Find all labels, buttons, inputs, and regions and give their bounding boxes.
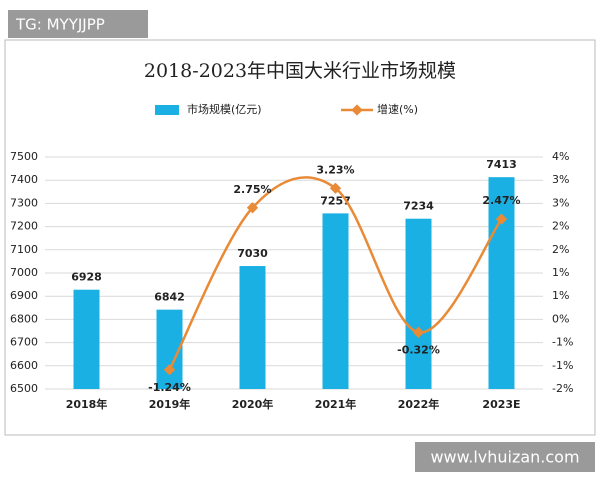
y-tick-label: 6700: [10, 336, 38, 349]
line-value-label: -0.32%: [397, 343, 440, 356]
bar-value-label: 6842: [154, 291, 185, 304]
bar-value-label: 6928: [71, 271, 102, 284]
line-marker: [412, 326, 425, 339]
x-tick-label: 2019年: [149, 397, 191, 411]
line-marker: [163, 364, 176, 376]
bar: [488, 177, 515, 389]
y2-tick-label: 2%: [552, 220, 569, 233]
line-marker: [329, 182, 342, 194]
bar-value-label: 7234: [403, 200, 434, 213]
line-value-label: 3.23%: [316, 163, 354, 176]
line-marker: [246, 202, 259, 214]
y-tick-label: 7300: [10, 196, 38, 209]
y2-tick-label: 0%: [552, 312, 569, 325]
x-tick-label: 2020年: [232, 397, 274, 411]
legend-swatch: [155, 105, 179, 115]
y-tick-label: 6600: [10, 359, 38, 372]
legend-label: 增速(%): [377, 102, 418, 116]
y-tick-label: 7400: [10, 173, 38, 186]
y2-tick-label: 1%: [552, 266, 569, 279]
y-tick-label: 7000: [10, 266, 38, 279]
bar: [239, 266, 266, 389]
y-tick-label: 7100: [10, 243, 38, 256]
line-value-label: 2.75%: [233, 183, 271, 196]
x-tick-label: 2023E: [482, 398, 520, 411]
bar-value-label: 7030: [237, 247, 268, 260]
watermark-box: [415, 442, 595, 472]
legend-label: 市场规模(亿元): [187, 102, 262, 116]
x-tick-label: 2022年: [398, 397, 440, 411]
y-tick-label: 6500: [10, 382, 38, 395]
bar: [405, 218, 432, 389]
x-tick-label: 2021年: [315, 397, 357, 411]
x-tick-label: 2018年: [66, 397, 108, 411]
y2-tick-label: -1%: [552, 359, 573, 372]
y-tick-label: 6800: [10, 312, 38, 325]
y-tick-label: 6900: [10, 289, 38, 302]
line-value-label: -1.24%: [148, 381, 191, 394]
y-tick-label: 7500: [10, 150, 38, 163]
y2-tick-label: -2%: [552, 382, 573, 395]
bar-value-label: 7413: [486, 158, 517, 171]
y2-tick-label: 4%: [552, 150, 569, 163]
y-tick-label: 7200: [10, 220, 38, 233]
y2-tick-label: 3%: [552, 173, 569, 186]
y2-tick-label: 3%: [552, 196, 569, 209]
bar: [322, 213, 349, 389]
y2-tick-label: 1%: [552, 289, 569, 302]
chart-title: 2018-2023年中国大米行业市场规模: [144, 60, 456, 82]
line-marker: [495, 213, 508, 225]
watermark-box: [8, 10, 148, 38]
y2-tick-label: -1%: [552, 336, 573, 349]
y2-tick-label: 2%: [552, 243, 569, 256]
line-value-label: 2.47%: [482, 194, 520, 207]
watermark: www.lvhuizan.com: [430, 448, 579, 467]
bar: [73, 289, 100, 389]
watermark: TG: MYYJJPP: [15, 16, 105, 34]
